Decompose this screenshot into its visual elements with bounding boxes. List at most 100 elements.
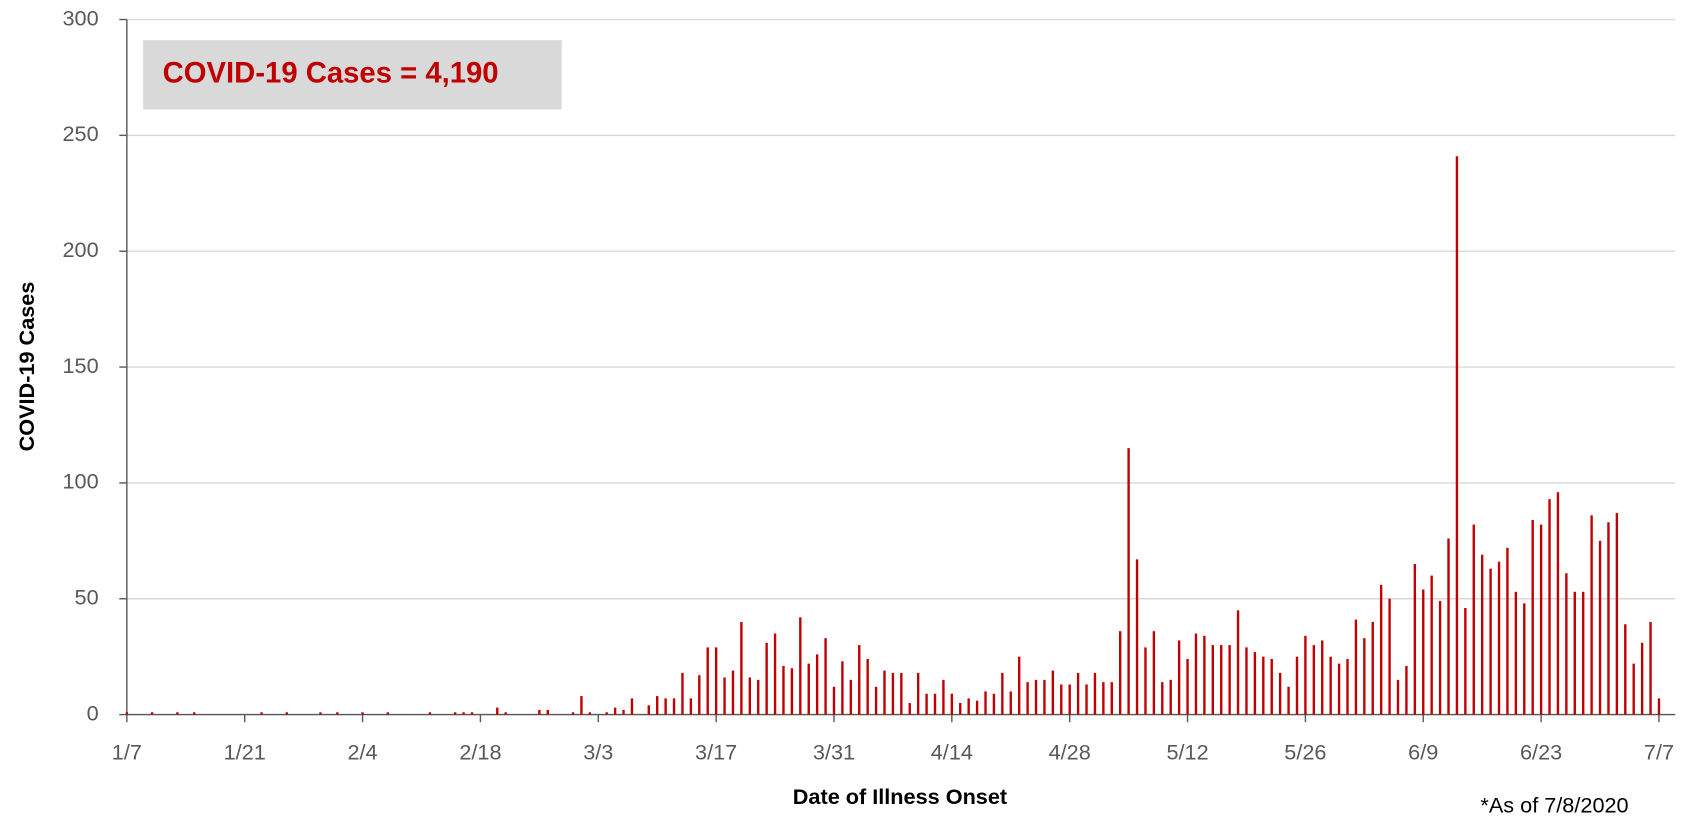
x-tick-label: 3/3 — [583, 739, 613, 764]
bar — [1615, 513, 1619, 715]
bar — [176, 712, 179, 715]
bar — [1026, 682, 1029, 715]
bar — [1514, 591, 1518, 715]
bar — [1034, 679, 1038, 715]
bar — [361, 712, 364, 715]
bar — [1396, 679, 1400, 715]
bar — [1068, 684, 1071, 715]
bar — [1337, 663, 1341, 715]
y-axis-label: COVID-19 Cases — [14, 282, 39, 452]
bar — [1573, 591, 1576, 715]
bar — [992, 693, 996, 715]
y-tick-label: 0 — [87, 700, 99, 725]
bar — [900, 672, 903, 715]
bar — [1539, 524, 1543, 715]
y-tick-label: 300 — [62, 5, 98, 30]
bar — [125, 712, 129, 715]
bar — [1657, 698, 1661, 715]
bar — [1531, 519, 1534, 715]
bar — [765, 642, 768, 715]
bar — [1110, 682, 1113, 715]
bar — [942, 679, 945, 715]
bar — [1060, 684, 1063, 715]
x-tick-label: 2/4 — [348, 739, 378, 764]
bar — [815, 654, 819, 715]
bar — [336, 712, 339, 715]
x-tick-label: 7/7 — [1644, 739, 1674, 764]
bar — [1177, 640, 1181, 715]
bar — [1312, 645, 1316, 715]
bar — [1262, 656, 1265, 715]
bar — [740, 621, 743, 715]
bar — [462, 712, 465, 715]
bar — [1135, 559, 1139, 715]
bar — [1363, 638, 1366, 715]
bar — [773, 633, 777, 715]
bar — [866, 658, 869, 715]
bar — [1472, 524, 1475, 715]
bar — [1203, 635, 1206, 715]
bar — [1085, 684, 1088, 715]
footnote: *As of 7/8/2020 — [1480, 793, 1628, 818]
y-tick-label: 250 — [62, 121, 98, 146]
bar — [950, 693, 954, 715]
bar — [1169, 679, 1172, 715]
x-tick-label: 6/23 — [1520, 739, 1562, 764]
bar — [933, 693, 937, 715]
bar — [706, 647, 709, 715]
bar — [1489, 568, 1492, 715]
bar — [723, 677, 726, 715]
bar — [1245, 647, 1248, 715]
annotation: COVID-19 Cases = 4,190 — [163, 58, 499, 90]
bar — [647, 705, 650, 715]
bar — [731, 670, 735, 715]
bar — [1186, 658, 1189, 715]
bar — [1144, 647, 1147, 715]
bar — [908, 703, 911, 715]
x-tick-label: 3/17 — [695, 739, 737, 764]
bar — [1346, 658, 1349, 715]
bar — [1152, 631, 1156, 715]
bar — [1430, 575, 1433, 715]
y-tick-label: 200 — [62, 237, 98, 262]
bar — [1119, 631, 1122, 715]
x-tick-label: 4/28 — [1049, 739, 1091, 764]
bar — [681, 672, 684, 715]
bar — [630, 698, 634, 715]
bar — [824, 638, 827, 715]
bar — [386, 712, 390, 715]
bar — [1321, 640, 1324, 715]
bar — [504, 712, 507, 715]
bar — [984, 691, 987, 715]
y-tick-label: 100 — [62, 469, 98, 494]
bar — [672, 698, 676, 715]
bar — [319, 712, 322, 715]
bar — [1632, 663, 1635, 715]
bar — [1043, 679, 1046, 715]
bar — [1506, 547, 1509, 715]
bar — [1565, 573, 1568, 715]
bar — [1253, 652, 1257, 715]
bar — [790, 668, 794, 715]
bar — [1405, 665, 1408, 715]
bar — [1556, 492, 1560, 715]
bar — [588, 712, 592, 715]
x-tick-label: 5/12 — [1166, 739, 1208, 764]
annotation-box — [143, 40, 562, 110]
bar — [959, 703, 962, 715]
bar — [1161, 682, 1164, 715]
bar — [1051, 670, 1055, 715]
bar — [1228, 645, 1231, 715]
x-tick-label: 3/31 — [813, 739, 855, 764]
bar — [1295, 656, 1299, 715]
x-tick-label: 1/21 — [224, 739, 266, 764]
bar — [622, 709, 625, 715]
bar — [748, 677, 751, 715]
bar — [967, 698, 970, 715]
bar — [1548, 499, 1551, 715]
bar — [613, 707, 617, 715]
bar — [874, 686, 878, 715]
bar — [1093, 672, 1097, 715]
x-tick-label: 1/7 — [112, 739, 142, 764]
